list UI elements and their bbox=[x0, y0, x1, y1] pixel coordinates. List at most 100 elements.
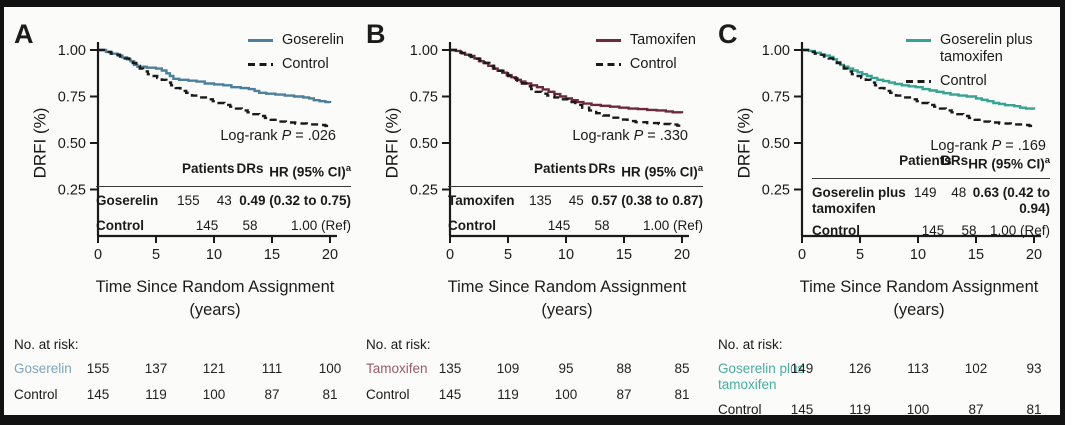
at-risk-count: 149 bbox=[790, 361, 814, 376]
stats-drs: 48 bbox=[951, 184, 967, 200]
at-risk-title: No. at risk: bbox=[366, 337, 431, 352]
stats-header-patients: Patients bbox=[182, 161, 235, 176]
stats-header-patients: Patients bbox=[899, 153, 952, 168]
stats-divider bbox=[448, 185, 703, 187]
logrank-prefix: Log-rank bbox=[220, 128, 278, 144]
panel-letter: A bbox=[14, 19, 34, 49]
x-tick-label: 15 bbox=[616, 247, 632, 263]
stats-header: Patients DRs HR (95% CI)a bbox=[812, 153, 1050, 173]
at-risk-count: 81 bbox=[1026, 402, 1042, 417]
at-risk-count: 113 bbox=[907, 361, 929, 376]
logrank-stat: P bbox=[991, 138, 1002, 154]
legend-label: Control bbox=[940, 73, 987, 89]
logrank-annotation: Log-rank P = .330 bbox=[572, 128, 688, 144]
stats-table: Patients DRs HR (95% CI)a Goserelin plus… bbox=[812, 153, 1050, 239]
x-axis-title-line2: (years) bbox=[189, 301, 241, 319]
stats-header-hr: HR (95% CI)a bbox=[268, 161, 351, 181]
stats-hr: 1.00 (Ref) bbox=[290, 217, 351, 233]
stats-header-hr: HR (95% CI)a bbox=[620, 161, 703, 181]
panel-letter: B bbox=[366, 19, 386, 49]
stats-drs: 58 bbox=[961, 222, 977, 238]
logrank-value: = .169 bbox=[1005, 138, 1046, 154]
stats-drs: 43 bbox=[216, 192, 232, 208]
stats-divider bbox=[96, 185, 351, 187]
legend-entry-treatment: Goserelin plus tamoxifen bbox=[906, 32, 1048, 66]
at-risk-count: 100 bbox=[906, 402, 930, 417]
stats-row-name: Control bbox=[448, 217, 496, 233]
at-risk-title: No. at risk: bbox=[14, 337, 79, 352]
logrank-annotation: Log-rank P = .026 bbox=[220, 128, 336, 144]
at-risk-count: 100 bbox=[202, 387, 226, 402]
y-axis-label: DRFI (%) bbox=[734, 107, 754, 179]
at-risk-count: 81 bbox=[322, 387, 338, 402]
at-risk-count: 137 bbox=[144, 361, 168, 376]
at-risk-count: 93 bbox=[1026, 361, 1042, 376]
legend-dash-swatch bbox=[906, 80, 931, 83]
stats-drs: 58 bbox=[242, 217, 258, 233]
y-tick-label: 0.50 bbox=[58, 136, 86, 152]
at-risk-name: Control bbox=[366, 387, 410, 402]
y-tick-label: 1.00 bbox=[58, 43, 86, 59]
stats-drs: 58 bbox=[594, 217, 610, 233]
at-risk-count: 88 bbox=[616, 361, 632, 376]
y-tick-label: 0.50 bbox=[410, 136, 438, 152]
stats-hr: 0.57 (0.38 to 0.87) bbox=[591, 192, 703, 208]
x-axis-title-line2: (years) bbox=[893, 301, 945, 319]
stats-row-name: Goserelin bbox=[96, 192, 159, 208]
x-axis-title-line1: Time Since Random Assignment bbox=[447, 278, 687, 296]
legend-entry-treatment: Goserelin bbox=[247, 32, 344, 49]
x-tick-label: 5 bbox=[504, 247, 512, 263]
stats-row-control: Control 145 58 1.00 (Ref) bbox=[96, 218, 351, 234]
legend-dash-swatch bbox=[247, 63, 273, 66]
x-tick-label: 10 bbox=[206, 247, 222, 263]
at-risk-count: 155 bbox=[86, 361, 110, 376]
at-risk-title: No. at risk: bbox=[718, 337, 783, 352]
at-risk-row-treatment: Goserelin 155 137 121 111 100 bbox=[4, 361, 356, 378]
x-axis-title-line1: Time Since Random Assignment bbox=[799, 278, 1039, 296]
x-axis-title: Time Since Random Assignment (years) bbox=[426, 276, 708, 322]
stats-table: Patients DRs HR (95% CI)a Tamoxifen 135 … bbox=[448, 161, 703, 234]
x-tick-label: 10 bbox=[910, 247, 926, 263]
legend-line-swatch bbox=[247, 39, 273, 42]
legend-line-swatch bbox=[906, 39, 931, 42]
legend-label: Tamoxifen bbox=[629, 32, 696, 48]
stats-row-control: Control 145 58 1.00 (Ref) bbox=[812, 223, 1050, 239]
x-tick-label: 0 bbox=[94, 247, 102, 263]
logrank-annotation: Log-rank P = .169 bbox=[930, 138, 1046, 154]
legend-label: Goserelin plus tamoxifen bbox=[940, 32, 1033, 65]
at-risk-count: 135 bbox=[438, 361, 462, 376]
km-plot-c: 1.00 0.75 0.50 0.25 0 5 10 15 20 DRFI (%) Gosere… bbox=[708, 28, 1060, 268]
stats-patients: 145 bbox=[921, 222, 945, 238]
stats-header: Patients DRs HR (95% CI)a bbox=[96, 161, 351, 181]
stats-row-name: Tamoxifen bbox=[448, 192, 515, 208]
at-risk-block: No. at risk: Goserelin 155 137 121 111 1… bbox=[4, 337, 356, 404]
legend-label: Goserelin bbox=[281, 32, 344, 48]
stats-header-hr-text: HR (95% CI) bbox=[269, 164, 346, 180]
y-tick-label: 0.75 bbox=[58, 90, 86, 106]
x-tick-label: 0 bbox=[446, 247, 454, 263]
stats-row-name: Goserelin plus tamoxifen bbox=[812, 184, 906, 216]
x-tick-label: 0 bbox=[798, 247, 806, 263]
at-risk-count: 85 bbox=[674, 361, 690, 376]
stats-patients: 135 bbox=[529, 192, 552, 208]
stats-patients: 145 bbox=[547, 217, 571, 233]
stats-row-treatment: Goserelin plus tamoxifen 149 48 0.63 (0.4… bbox=[812, 185, 1050, 217]
x-axis-title: Time Since Random Assignment (years) bbox=[74, 276, 356, 322]
logrank-stat: P bbox=[281, 128, 292, 144]
legend-label: Control bbox=[281, 56, 329, 72]
y-tick-label: 0.25 bbox=[410, 183, 438, 199]
x-tick-label: 15 bbox=[264, 247, 280, 263]
at-risk-name: Control bbox=[718, 402, 762, 417]
panel-c: C 1.00 0.75 0.50 0.25 0 5 10 15 20 DRFI (%) Gose… bbox=[708, 7, 1060, 417]
stats-row-treatment: Goserelin 155 43 0.49 (0.32 to 0.75) bbox=[96, 193, 351, 209]
at-risk-row-treatment: Goserelin plus tamoxifen 149 126 113 102 … bbox=[708, 361, 1060, 393]
legend: Goserelin plus tamoxifen Control bbox=[906, 32, 1048, 97]
y-axis-label: DRFI (%) bbox=[30, 107, 50, 179]
survival-curve-control bbox=[98, 48, 332, 128]
panel-b: B 1.00 0.75 0.50 0.25 0 5 10 15 20 DRFI (%) Tamo… bbox=[356, 7, 708, 415]
stats-patients: 145 bbox=[195, 217, 219, 233]
survival-curve-goserelin bbox=[98, 48, 332, 104]
stats-row-name: Control bbox=[96, 217, 144, 233]
at-risk-count: 119 bbox=[849, 402, 871, 417]
